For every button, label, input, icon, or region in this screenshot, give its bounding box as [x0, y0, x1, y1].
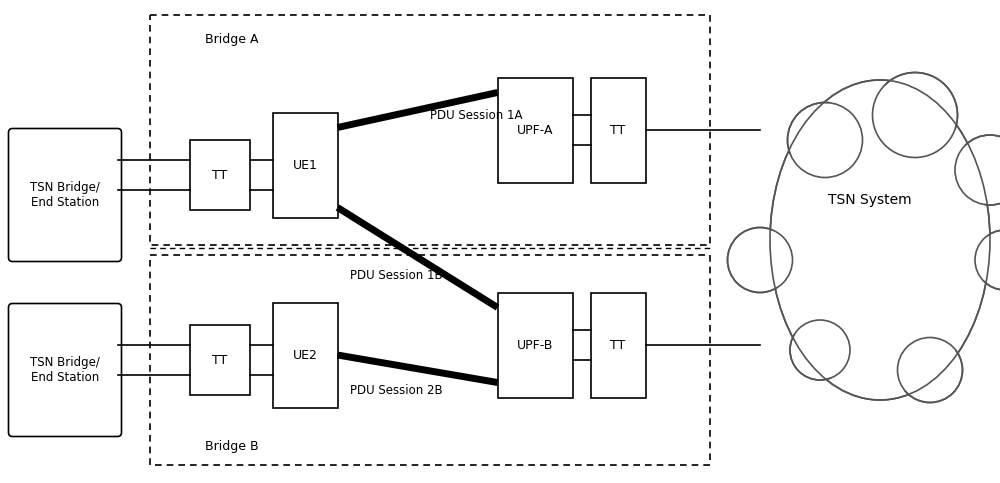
Ellipse shape [872, 72, 958, 157]
Text: UE2: UE2 [293, 349, 317, 361]
Bar [190, 140, 250, 210]
Ellipse shape [772, 85, 988, 395]
Text: PDU Session 1B: PDU Session 1B [350, 269, 443, 282]
Bar [590, 77, 646, 183]
Bar [498, 293, 572, 398]
Bar [498, 77, 572, 183]
Ellipse shape [975, 230, 1000, 290]
Text: PDU Session 1A: PDU Session 1A [430, 109, 522, 122]
Text: TSN Bridge/
End Station: TSN Bridge/ End Station [30, 356, 100, 384]
FancyBboxPatch shape [8, 303, 122, 437]
Bar [272, 113, 338, 217]
Text: UE1: UE1 [293, 158, 317, 171]
Bar [190, 325, 250, 395]
Bar [272, 302, 338, 408]
Text: UPF-A: UPF-A [517, 124, 553, 137]
Bar [150, 255, 710, 465]
Ellipse shape [788, 102, 862, 177]
Text: TT: TT [212, 354, 228, 367]
FancyBboxPatch shape [8, 128, 122, 261]
Bar [590, 293, 646, 398]
Ellipse shape [770, 80, 990, 400]
Text: PDU Session 2B: PDU Session 2B [350, 384, 443, 397]
Text: TT: TT [610, 339, 626, 352]
Text: Bridge A: Bridge A [205, 33, 258, 46]
Ellipse shape [898, 338, 962, 402]
Text: UPF-B: UPF-B [517, 339, 553, 352]
Ellipse shape [790, 320, 850, 380]
Bar [150, 15, 710, 245]
Text: Bridge B: Bridge B [205, 440, 259, 453]
Text: TSN Bridge/
End Station: TSN Bridge/ End Station [30, 181, 100, 209]
Ellipse shape [955, 135, 1000, 205]
Ellipse shape [728, 227, 792, 293]
Text: TSN System: TSN System [828, 193, 912, 207]
Text: TT: TT [610, 124, 626, 137]
Text: TT: TT [212, 169, 228, 182]
